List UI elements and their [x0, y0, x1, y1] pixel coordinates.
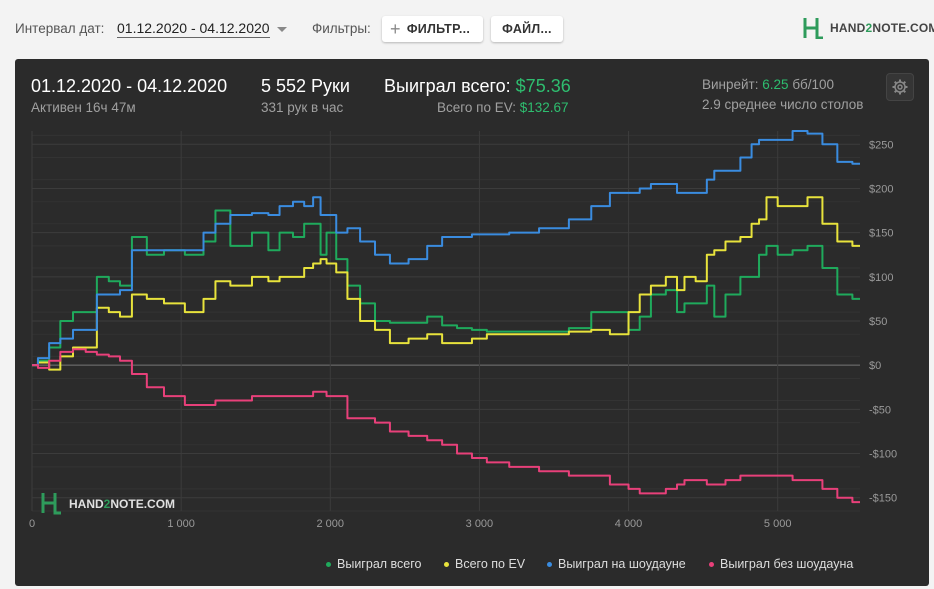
y-tick-label: $200 [869, 183, 893, 195]
chart-watermark: HAND2NOTE.COM [41, 493, 175, 515]
hands-per-hour: 331 рук в час [261, 100, 344, 115]
y-tick-label: -$150 [869, 493, 897, 505]
legend-item[interactable]: Выиграл всего [326, 557, 421, 571]
filter-button[interactable]: + ФИЛЬТР... [382, 16, 483, 42]
legend-label: Выиграл без шоудауна [720, 557, 854, 571]
x-tick-label: 4 000 [615, 518, 643, 530]
series-line-4 [32, 348, 860, 504]
legend-item[interactable]: Всего по EV [444, 557, 525, 571]
legend-label: Выиграл всего [337, 557, 422, 571]
series-line-1 [32, 209, 860, 367]
x-tick-label: 3 000 [466, 518, 494, 530]
graph-panel: 01.12.2020 - 04.12.2020 Активен 16ч 47м … [15, 59, 929, 586]
y-tick-label: -$100 [869, 449, 897, 461]
y-tick-label: $0 [869, 360, 881, 372]
settings-button[interactable] [886, 73, 914, 101]
watermark-text: HAND2NOTE.COM [69, 497, 175, 511]
legend-item[interactable]: Выиграл без шоудауна [709, 557, 853, 571]
x-tick-label: 1 000 [167, 518, 195, 530]
files-button-label: ФАЙЛ... [502, 22, 552, 36]
legend-item[interactable]: Выиграл на шоудауне [547, 557, 686, 571]
profit-chart: $250 $200 $150 $100 $50 $0 -$50 -$100 -$150 0 1 0… [29, 130, 897, 530]
y-tick-label: $50 [869, 316, 887, 328]
winrate: Винрейт: 6.25 бб/100 [702, 77, 834, 92]
ev-total: Всего по EV: $132.67 [437, 100, 569, 115]
date-interval-label: Интервал дат: [15, 21, 105, 36]
total-won-label: Выиграл всего: [384, 76, 511, 96]
legend-dot [709, 561, 714, 567]
legend-label: Всего по EV [455, 557, 526, 571]
active-time: Активен 16ч 47м [31, 100, 136, 115]
ev-total-value: $132.67 [519, 100, 569, 115]
hand2note-logo-icon [41, 493, 61, 515]
filter-button-label: ФИЛЬТР... [406, 22, 471, 36]
total-won: Выиграл всего: $75.36 [384, 76, 571, 97]
chevron-down-icon[interactable] [277, 27, 287, 32]
winrate-label: Винрейт: [702, 77, 759, 92]
y-tick-label: $250 [869, 139, 893, 151]
y-tick-label: $100 [869, 272, 893, 284]
series-line-2 [32, 196, 860, 371]
period-value: 01.12.2020 - 04.12.2020 [31, 76, 228, 96]
brand-logo: HAND2NOTE.COM [803, 17, 934, 39]
winrate-unit: бб/100 [792, 77, 835, 92]
brand-logo-text: HAND2NOTE.COM [830, 21, 934, 35]
x-tick-label: 2 000 [317, 518, 345, 530]
plus-icon: + [390, 19, 401, 39]
winrate-value: 6.25 [762, 77, 789, 92]
legend-dot [326, 561, 331, 567]
hands-count: 5 552 Руки [261, 76, 350, 96]
y-tick-label: $150 [869, 228, 893, 240]
series-line-3 [32, 130, 860, 367]
top-toolbar: Интервал дат: 01.12.2020 - 04.12.2020 Фи… [0, 0, 934, 58]
ev-total-label: Всего по EV: [437, 100, 516, 115]
files-button[interactable]: ФАЙЛ... [491, 16, 563, 42]
filters-label: Фильтры: [312, 21, 371, 36]
total-won-value: $75.36 [515, 76, 571, 96]
legend-dot [547, 561, 552, 567]
legend-label: Выиграл на шоудауне [558, 557, 686, 571]
hand2note-logo-icon [803, 18, 823, 39]
gear-icon [892, 79, 908, 95]
avg-tables: 2.9 среднее число столов [702, 97, 864, 112]
y-tick-label: -$50 [869, 404, 891, 416]
date-range-picker[interactable]: 01.12.2020 - 04.12.2020 [117, 20, 270, 38]
legend-dot [444, 561, 449, 567]
x-tick-label: 0 [29, 518, 35, 530]
x-tick-label: 5 000 [764, 518, 792, 530]
